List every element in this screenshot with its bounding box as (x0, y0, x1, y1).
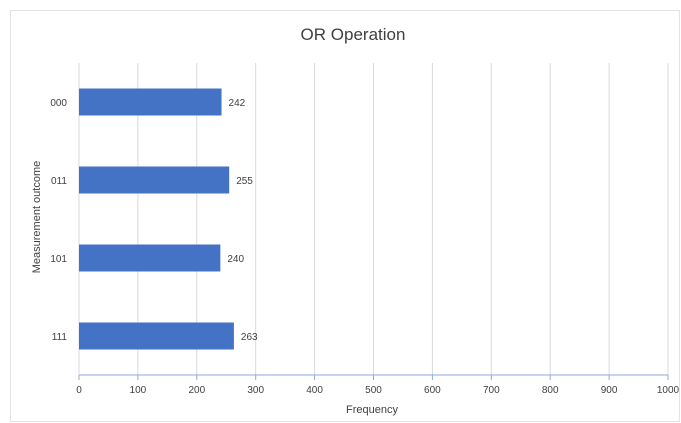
data-label: 242 (229, 98, 246, 109)
x-tick-label: 1000 (657, 385, 680, 396)
x-tick-label: 900 (601, 385, 618, 396)
data-label: 263 (241, 332, 258, 343)
x-tick-label: 100 (130, 385, 147, 396)
x-tick-label: 700 (483, 385, 500, 396)
y-tick-label: 000 (50, 98, 67, 109)
bar (79, 166, 230, 194)
x-tick-label: 0 (76, 385, 82, 396)
y-tick-labels: 000 011 101 111 (50, 98, 67, 343)
bar (79, 322, 234, 350)
x-tick-label: 800 (542, 385, 559, 396)
bars (79, 88, 234, 350)
y-tick-label: 011 (51, 176, 67, 187)
y-axis-title: Measurement outcome (31, 161, 43, 274)
y-tick-label: 101 (50, 254, 67, 265)
x-tick-label: 500 (365, 385, 382, 396)
x-tick-label: 300 (247, 385, 264, 396)
x-tick-labels: 0 100 200 300 400 500 600 700 800 900 1000 (76, 375, 680, 396)
x-tick-label: 200 (188, 385, 205, 396)
chart-frame (10, 10, 680, 422)
bar (79, 244, 221, 272)
data-labels: 242 255 240 263 (227, 98, 258, 343)
y-tick-label: 111 (52, 332, 68, 343)
x-tick-label: 400 (306, 385, 323, 396)
x-tick-label: 600 (424, 385, 441, 396)
bar (79, 88, 222, 116)
x-axis-title: Frequency (346, 404, 398, 416)
chart-title: OR Operation (301, 25, 406, 44)
data-label: 255 (236, 176, 253, 187)
data-label: 240 (227, 254, 244, 265)
